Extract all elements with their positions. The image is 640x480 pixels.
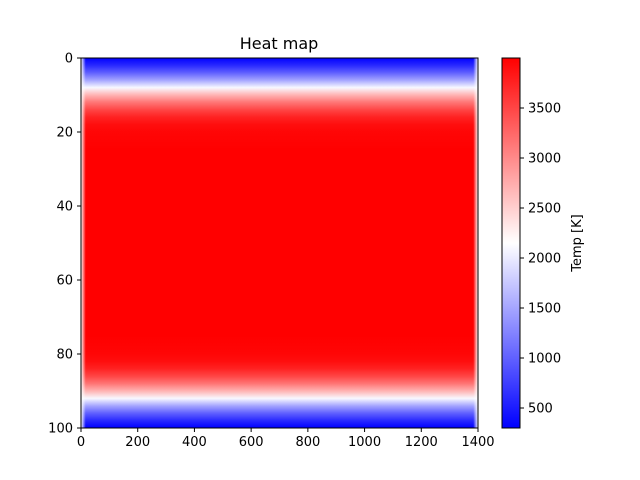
y-tick-label: 80 bbox=[56, 348, 73, 363]
chart-title: Heat map bbox=[240, 34, 319, 53]
x-tick-label: 800 bbox=[295, 435, 320, 450]
colorbar-gradient bbox=[502, 58, 520, 428]
y-tick-label: 0 bbox=[65, 52, 73, 67]
colorbar-label: Temp [K] bbox=[570, 214, 585, 272]
colorbar-tick-label: 1000 bbox=[528, 352, 561, 367]
x-axis: 0 200 400 600 800 1000 1200 1400 bbox=[77, 428, 495, 450]
colorbar-axis: 500 1000 1500 2000 2500 3000 3500 bbox=[520, 102, 561, 417]
y-axis: 0 20 40 60 80 100 bbox=[48, 52, 81, 437]
colorbar-tick-label: 3500 bbox=[528, 102, 561, 117]
plot-frame bbox=[80, 57, 479, 429]
x-tick-label: 1400 bbox=[461, 435, 494, 450]
heatmap-image bbox=[81, 58, 478, 428]
colorbar-frame bbox=[501, 57, 521, 429]
x-tick-label: 1200 bbox=[405, 435, 438, 450]
x-tick-label: 0 bbox=[77, 435, 85, 450]
colorbar-tick-label: 2500 bbox=[528, 202, 561, 217]
y-tick-label: 100 bbox=[48, 422, 73, 437]
y-tick-label: 60 bbox=[56, 274, 73, 289]
heatmap-edge-fade bbox=[81, 58, 478, 428]
y-tick-label: 40 bbox=[56, 200, 73, 215]
y-tick-label: 20 bbox=[56, 126, 73, 141]
colorbar-tick-label: 500 bbox=[528, 402, 553, 417]
x-tick-label: 600 bbox=[239, 435, 264, 450]
colorbar-tick-label: 3000 bbox=[528, 152, 561, 167]
x-tick-label: 1000 bbox=[348, 435, 381, 450]
x-tick-label: 400 bbox=[182, 435, 207, 450]
colorbar-tick-label: 2000 bbox=[528, 252, 561, 267]
colorbar-tick-label: 1500 bbox=[528, 302, 561, 317]
x-tick-label: 200 bbox=[125, 435, 150, 450]
